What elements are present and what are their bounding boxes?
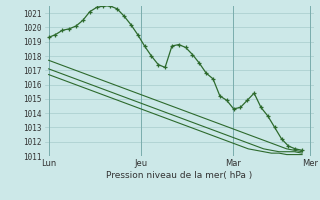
X-axis label: Pression niveau de la mer( hPa ): Pression niveau de la mer( hPa ) <box>106 171 252 180</box>
